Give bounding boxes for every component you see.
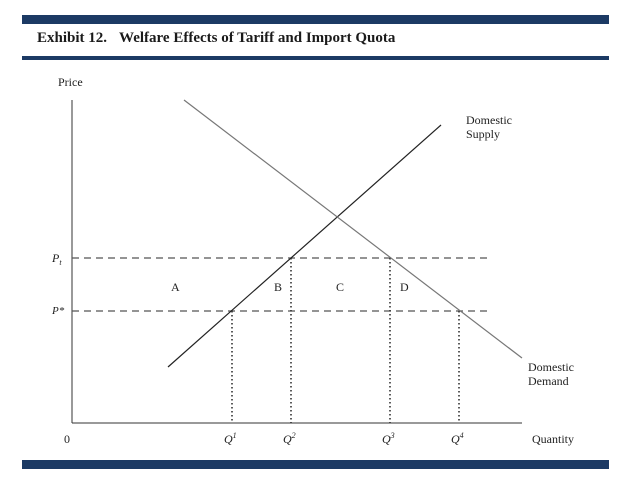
demand-label-line1: Domestic [528, 360, 574, 374]
q2-label: Q2 [283, 431, 296, 446]
q1-label: Q1 [224, 431, 237, 446]
area-c-label: C [336, 280, 344, 294]
bottom-rule [22, 460, 609, 469]
exhibit-title: Exhibit 12. Welfare Effects of Tariff and… [37, 30, 395, 47]
q3-label: Q3 [382, 431, 395, 446]
area-b-label: B [274, 280, 282, 294]
exhibit-title-text: Welfare Effects of Tariff and Import Quo… [119, 30, 396, 46]
demand-label-line2: Demand [528, 374, 569, 388]
supply-label-line1: Domestic [466, 113, 512, 127]
q4-label: Q4 [451, 431, 464, 446]
y-axis-label: Price [58, 75, 83, 89]
origin-label: 0 [64, 432, 70, 446]
demand-curve [183, 99, 523, 359]
area-d-label: D [400, 280, 409, 294]
pstar-label: P* [51, 305, 65, 317]
supply-label-line2: Supply [466, 127, 500, 141]
supply-curve [167, 124, 442, 368]
x-axis-label: Quantity [532, 432, 574, 446]
area-a-label: A [171, 280, 180, 294]
exhibit-number: Exhibit 12. [37, 30, 108, 46]
pt-label: Pt [51, 251, 62, 267]
title-rule [22, 56, 609, 60]
top-rule [22, 15, 609, 24]
